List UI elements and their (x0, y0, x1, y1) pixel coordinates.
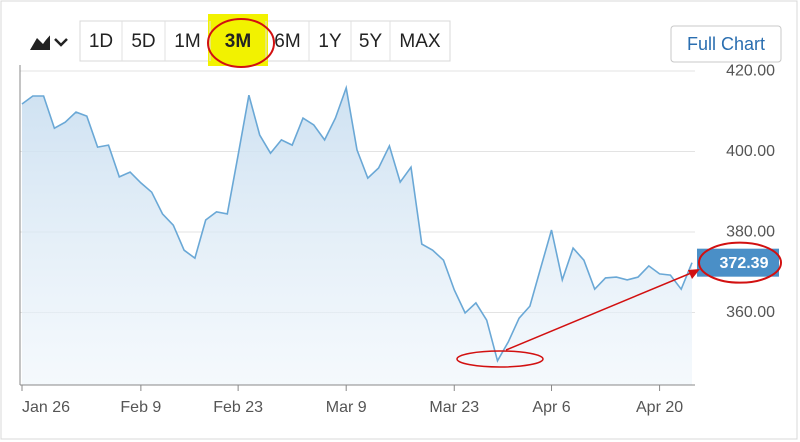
range-button[interactable]: 5D (131, 31, 155, 52)
price-tag (697, 248, 779, 277)
price-area (22, 87, 692, 386)
range-button[interactable]: 6M (274, 31, 300, 52)
price-line (21, 84, 693, 363)
chart-type-chevron[interactable] (54, 38, 68, 47)
y-tick-label: 420.00 (726, 62, 775, 79)
range-button[interactable]: 3M (225, 31, 251, 52)
full-chart-label[interactable]: Full Chart (687, 34, 765, 54)
x-tick-label: Mar 9 (326, 399, 367, 416)
range-button[interactable]: 1Y (318, 31, 342, 52)
range-button[interactable]: 1M (174, 31, 200, 52)
y-tick-label: 360.00 (726, 304, 775, 321)
chart-type-icon[interactable] (30, 34, 50, 50)
annotation-circle (456, 350, 544, 368)
range-button[interactable]: MAX (399, 31, 441, 52)
range-button[interactable]: 1D (89, 31, 113, 52)
annotation-circle (698, 241, 782, 284)
chart-type-icon-line (27, 31, 53, 47)
x-tick-label: Mar 23 (429, 399, 479, 416)
x-tick-label: Feb 23 (213, 399, 263, 416)
range-button[interactable]: 5Y (359, 31, 383, 52)
chart-type-menu[interactable] (27, 31, 68, 50)
y-tick-label: 380.00 (726, 223, 775, 240)
annotation-circle (207, 18, 275, 68)
y-tick-label: 400.00 (726, 143, 775, 160)
x-tick-label: Apr 6 (532, 399, 570, 416)
x-tick-label: Feb 9 (120, 399, 161, 416)
x-tick-label: Apr 20 (636, 399, 683, 416)
full-chart-button[interactable] (670, 25, 782, 63)
annotation-arrow (505, 270, 697, 351)
annotation-arrowhead (688, 269, 700, 279)
x-tick-label: Jan 26 (22, 399, 70, 416)
price-tag-label: 372.39 (720, 255, 769, 272)
